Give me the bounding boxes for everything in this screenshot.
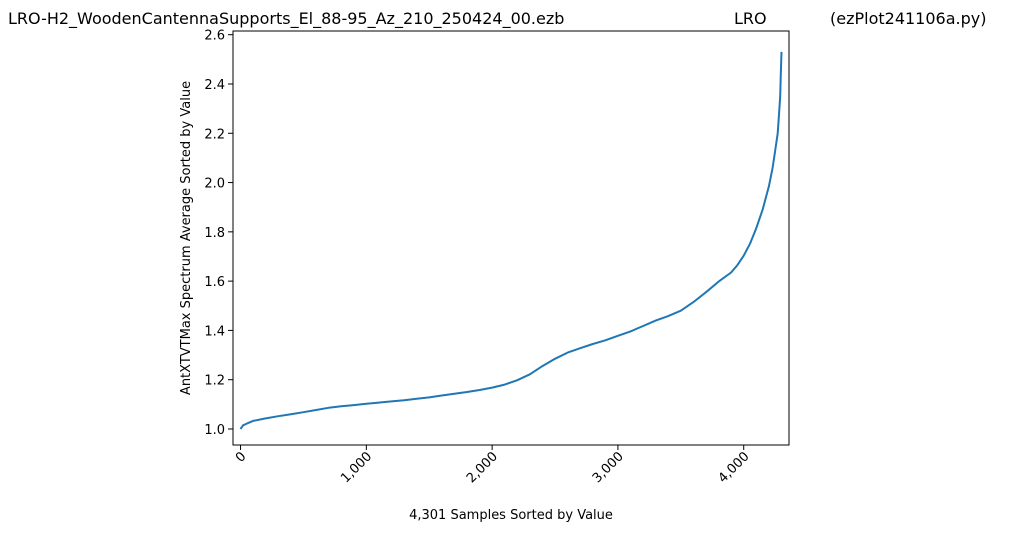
y-tick-label: 2.4 [204, 78, 225, 93]
y-tick-label: 2.0 [204, 177, 225, 192]
y-tick-label: 1.6 [204, 275, 225, 290]
y-axis-title: AntXTVTMax Spectrum Average Sorted by Va… [179, 81, 194, 395]
x-tick-label: 4,000 [716, 449, 753, 486]
y-tick-label: 1.8 [204, 226, 225, 241]
station-label: LRO [734, 9, 767, 28]
x-tick-label: 2,000 [464, 449, 501, 486]
plot-frame [232, 30, 790, 446]
ticks-layer: 1.0 1.2 1.4 1.6 1.8 2.0 2.2 2.4 2.6 0 1,000 2,000 3,… [204, 29, 752, 486]
y-tick-label: 1.2 [204, 374, 225, 389]
x-tick-label: 3,000 [590, 449, 627, 486]
x-tick-label: 1,000 [338, 449, 375, 486]
x-tick-label: 0 [233, 449, 249, 465]
file-title: LRO-H2_WoodenCantennaSupports_El_88-95_A… [8, 9, 565, 28]
y-tick-label: 2.6 [204, 29, 225, 44]
y-tick-label: 1.0 [204, 423, 225, 438]
y-tick-label: 1.4 [204, 324, 225, 339]
series-line [239, 51, 783, 430]
program-label: (ezPlot241106a.py) [830, 9, 987, 28]
series-layer [239, 51, 783, 430]
x-axis-title: 4,301 Samples Sorted by Value [409, 508, 613, 523]
y-tick-label: 2.2 [204, 127, 225, 142]
